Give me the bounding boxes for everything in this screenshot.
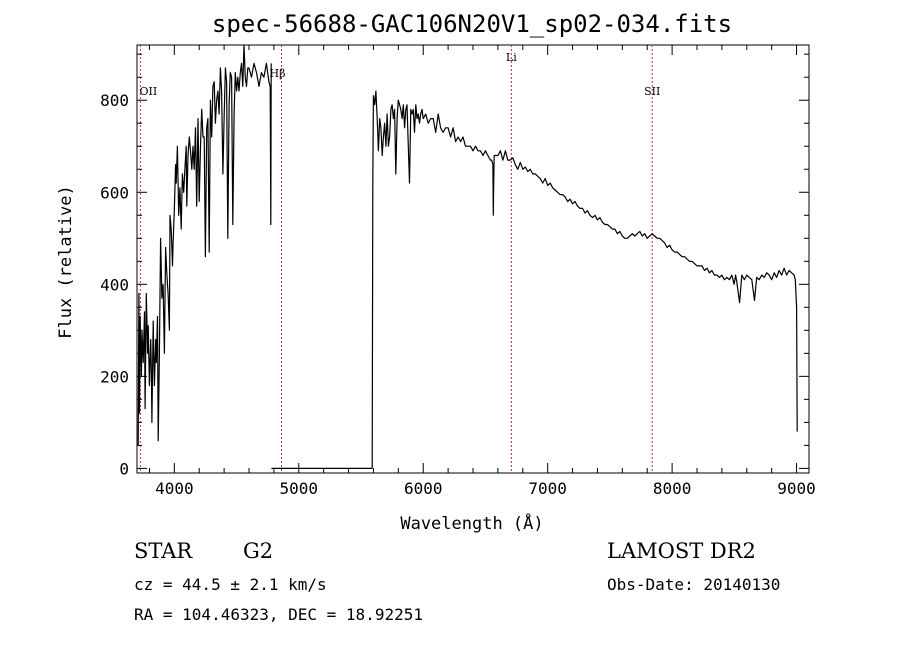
x-tick-label: 6000	[404, 479, 443, 498]
line-markers: OII Hβ Li SII	[140, 45, 660, 473]
y-tick-label: 600	[100, 183, 129, 202]
coordinates-label: RA = 104.46323, DEC = 18.92251	[134, 605, 423, 624]
y-tick-label: 0	[119, 459, 129, 478]
x-tick-label: 7000	[528, 479, 567, 498]
axis-ticks: 4000 5000 6000 7000 8000 9000 0 200 400 600 800	[100, 45, 816, 498]
x-tick-label: 9000	[777, 479, 816, 498]
y-tick-label: 200	[100, 367, 129, 386]
spectrum-line	[137, 44, 272, 446]
line-marker-label: Li	[506, 51, 517, 64]
spectrum-line	[371, 90, 798, 469]
y-axis-label: Flux (relative)	[56, 185, 76, 339]
survey-label: LAMOST DR2	[607, 539, 756, 563]
y-tick-label: 800	[100, 91, 129, 110]
x-tick-label: 5000	[280, 479, 319, 498]
chart-title: spec-56688-GAC106N20V1_sp02-034.fits	[212, 10, 732, 38]
spectral-subclass: G2	[243, 539, 273, 563]
line-marker-label: Hβ	[270, 67, 286, 80]
obs-date-label: Obs-Date: 20140130	[607, 575, 780, 594]
plot-frame	[136, 44, 810, 474]
redshift-label: cz = 44.5 ± 2.1 km/s	[134, 575, 327, 594]
y-tick-label: 400	[100, 275, 129, 294]
x-tick-label: 8000	[653, 479, 692, 498]
line-marker-label: SII	[644, 85, 660, 98]
x-tick-label: 4000	[155, 479, 194, 498]
spectral-class: STAR	[134, 539, 193, 563]
x-axis-label: Wavelength (Å)	[400, 512, 543, 534]
spectrum-series	[137, 44, 798, 469]
line-marker-label: OII	[140, 85, 158, 98]
